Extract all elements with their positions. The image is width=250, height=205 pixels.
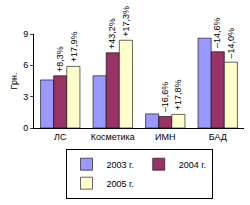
svg-text:2005 г.: 2005 г.: [107, 179, 134, 189]
svg-text:Грн.: Грн.: [9, 73, 19, 90]
svg-text:6: 6: [23, 60, 28, 70]
svg-text:+17,3%: +17,3%: [121, 6, 131, 37]
svg-text:+17,8%: +17,8%: [173, 80, 183, 111]
svg-text:9: 9: [23, 29, 28, 39]
svg-text:–14,6%: –14,6%: [212, 17, 222, 48]
svg-text:–16,6%: –16,6%: [160, 82, 170, 113]
svg-text:+43,2%: +43,2%: [107, 18, 117, 49]
svg-text:ИМН: ИМН: [155, 132, 175, 142]
svg-text:2003 г.: 2003 г.: [107, 160, 134, 170]
svg-text:Косметика: Косметика: [91, 132, 135, 142]
svg-text:+8,3%: +8,3%: [55, 46, 65, 72]
svg-text:БАД: БАД: [209, 132, 227, 142]
svg-text:3: 3: [23, 92, 28, 102]
svg-text:–14,0%: –14,0%: [226, 28, 236, 59]
svg-text:ЛС: ЛС: [54, 132, 67, 142]
svg-text:+17,9%: +17,9%: [69, 31, 79, 62]
svg-text:0: 0: [23, 123, 28, 133]
svg-text:2004 г.: 2004 г.: [179, 160, 206, 170]
